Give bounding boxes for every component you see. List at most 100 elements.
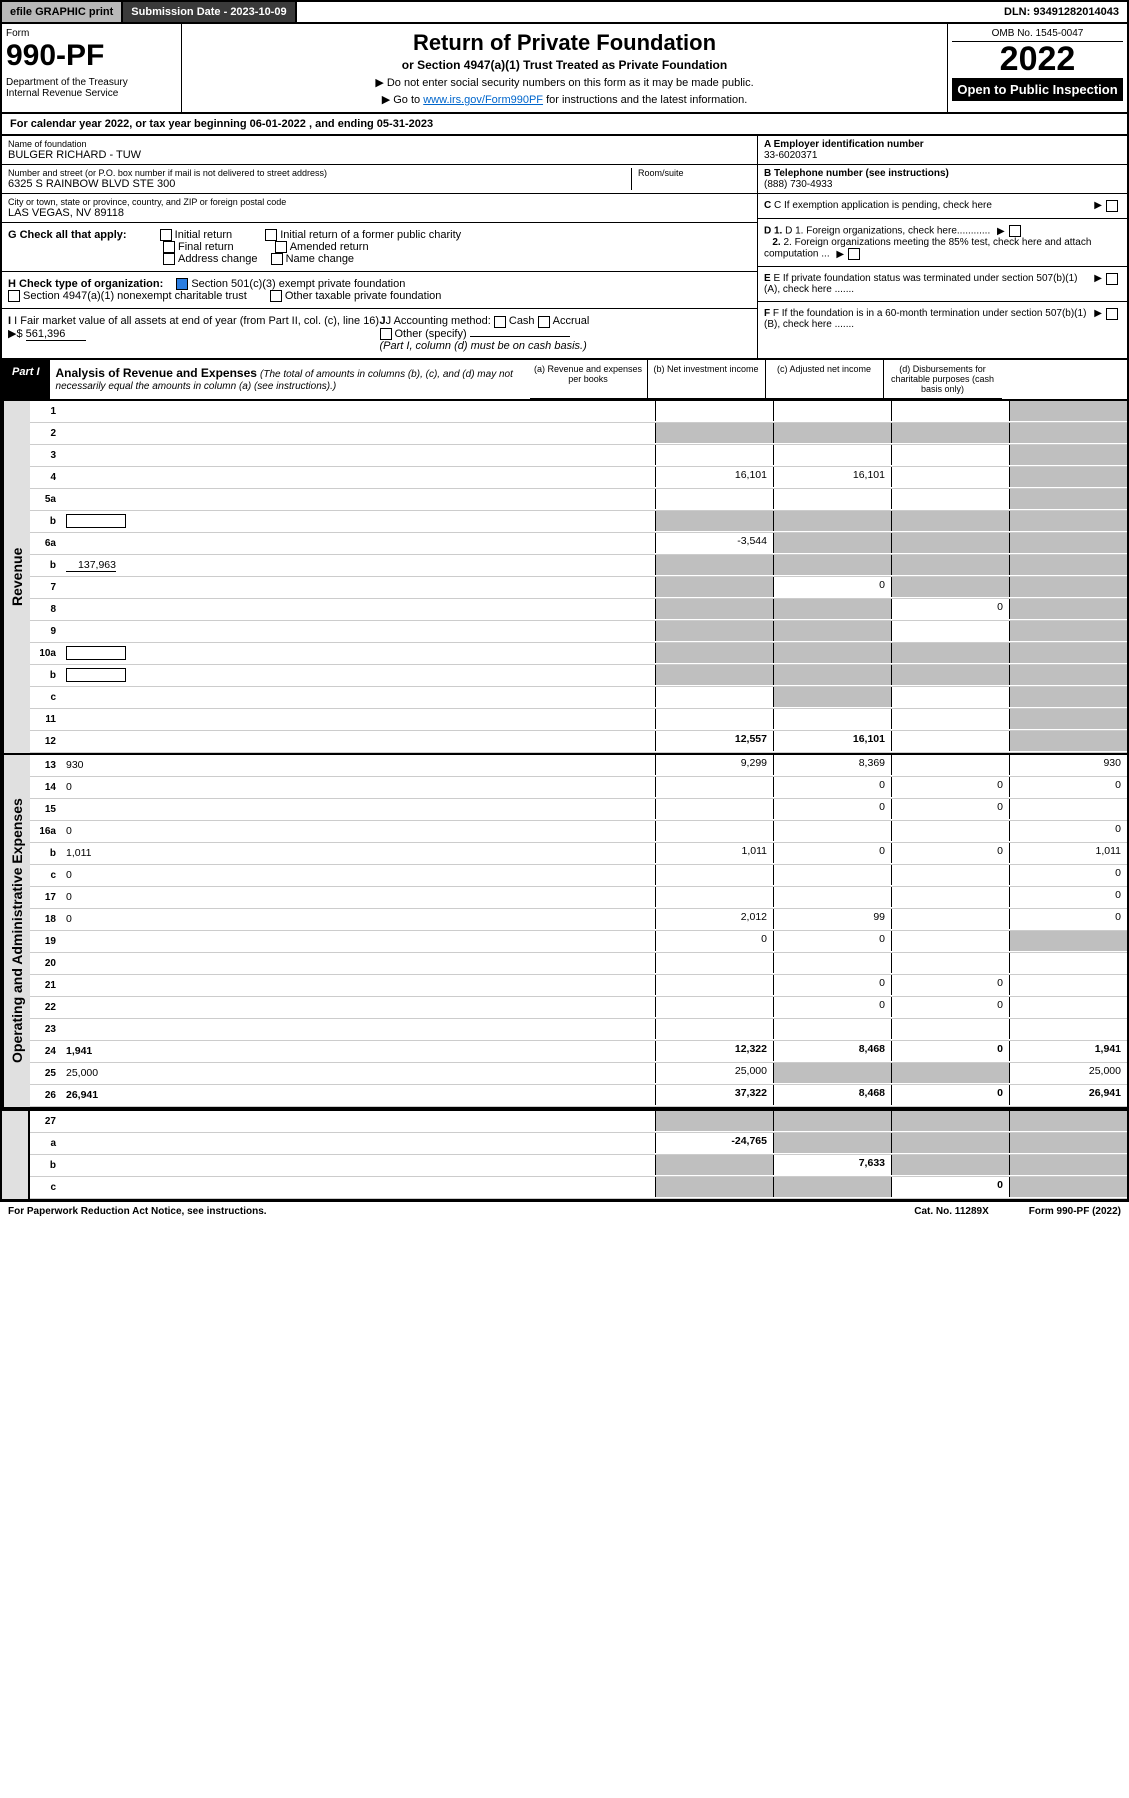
cell-d	[1009, 1111, 1127, 1131]
cell-a	[655, 865, 773, 885]
address-row: Number and street (or P.O. box number if…	[2, 165, 757, 194]
form-title: Return of Private Foundation	[188, 30, 941, 56]
cell-c: 0	[891, 599, 1009, 619]
table-row: 20	[30, 953, 1127, 975]
part1-tag: Part I	[2, 360, 50, 399]
chk-d2[interactable]	[848, 248, 860, 260]
cell-b	[773, 1019, 891, 1039]
cell-d	[1009, 953, 1127, 973]
chk-f[interactable]	[1106, 308, 1118, 320]
phone: (888) 730-4933	[764, 179, 832, 190]
topbar: efile GRAPHIC print Submission Date - 20…	[0, 0, 1129, 24]
line-number: 5a	[30, 494, 62, 505]
chk-other-taxable[interactable]	[270, 290, 282, 302]
col-d: (d) Disbursements for charitable purpose…	[884, 360, 1002, 399]
chk-final[interactable]	[163, 241, 175, 253]
cell-c	[891, 621, 1009, 641]
submission-date: Submission Date - 2023-10-09	[123, 2, 296, 22]
line-number: 21	[30, 980, 62, 991]
form-label: Form	[6, 28, 177, 39]
cell-b	[773, 1063, 891, 1083]
line-number: 14	[30, 782, 62, 793]
chk-501c3[interactable]	[176, 278, 188, 290]
info-left: Name of foundation BULGER RICHARD - TUW …	[2, 136, 757, 358]
cell-d: 25,000	[1009, 1063, 1127, 1083]
page-footer: For Paperwork Reduction Act Notice, see …	[0, 1201, 1129, 1221]
cell-a: 9,299	[655, 755, 773, 775]
cell-d	[1009, 1019, 1127, 1039]
cell-b: 0	[773, 799, 891, 819]
line-number: c	[30, 870, 62, 881]
chk-amended[interactable]	[275, 241, 287, 253]
footer-left: For Paperwork Reduction Act Notice, see …	[8, 1206, 267, 1217]
phone-row: B Telephone number (see instructions) (8…	[758, 165, 1127, 194]
cell-a	[655, 401, 773, 421]
cell-d	[1009, 709, 1127, 729]
footer-right: Form 990-PF (2022)	[1029, 1206, 1121, 1217]
cell-c: 0	[891, 777, 1009, 797]
cell-b	[773, 511, 891, 531]
chk-initial-former[interactable]	[265, 229, 277, 241]
cell-d	[1009, 467, 1127, 487]
line-number: b	[30, 560, 62, 571]
chk-cash[interactable]	[494, 316, 506, 328]
cell-b	[773, 953, 891, 973]
table-row: 10a	[30, 643, 1127, 665]
cell-b	[773, 1111, 891, 1131]
table-row: 1212,55716,101	[30, 731, 1127, 753]
note-ssn: ▶ Do not enter social security numbers o…	[188, 76, 941, 89]
chk-c[interactable]	[1106, 200, 1118, 212]
cell-b: 16,101	[773, 731, 891, 751]
line-number: 16a	[30, 826, 62, 837]
line-number: b	[30, 848, 62, 859]
line-desc	[62, 453, 655, 457]
revenue-table: Revenue 123416,10116,1015ab 6a-3,544b 13…	[0, 401, 1129, 755]
city: LAS VEGAS, NV 89118	[8, 207, 751, 219]
cell-a: 37,322	[655, 1085, 773, 1105]
chk-other-acct[interactable]	[380, 328, 392, 340]
line-desc	[62, 961, 655, 965]
line-desc: 25,000	[62, 1065, 655, 1081]
table-row: a-24,765	[30, 1133, 1127, 1155]
cell-b	[773, 821, 891, 841]
section-j: JJ Accounting method: Cash Accrual Other…	[380, 315, 752, 351]
chk-4947[interactable]	[8, 290, 20, 302]
cell-c: 0	[891, 799, 1009, 819]
cell-c	[891, 821, 1009, 841]
cell-c	[891, 1063, 1009, 1083]
open-public: Open to Public Inspection	[952, 78, 1123, 101]
note-url: ▶ Go to www.irs.gov/Form990PF for instru…	[188, 93, 941, 106]
cell-c	[891, 953, 1009, 973]
chk-accrual[interactable]	[538, 316, 550, 328]
line-number: 27	[30, 1116, 62, 1127]
line-desc	[62, 541, 655, 545]
cell-d: 0	[1009, 821, 1127, 841]
chk-addr-change[interactable]	[163, 253, 175, 265]
line-number: 19	[30, 936, 62, 947]
box-d: D 1. D 1. Foreign organizations, check h…	[758, 219, 1127, 267]
line-desc	[62, 739, 655, 743]
cell-b	[773, 423, 891, 443]
cell-d	[1009, 975, 1127, 995]
cell-a: 25,000	[655, 1063, 773, 1083]
line-desc	[62, 585, 655, 589]
line-desc: 1,941	[62, 1043, 655, 1059]
cell-a: 12,322	[655, 1041, 773, 1061]
cell-a: -3,544	[655, 533, 773, 553]
fmv-value: 561,396	[26, 328, 86, 341]
ein-row: A Employer identification number 33-6020…	[758, 136, 1127, 165]
cell-b: 7,633	[773, 1155, 891, 1175]
table-row: 416,10116,101	[30, 467, 1127, 489]
chk-e[interactable]	[1106, 273, 1118, 285]
cell-a	[655, 1111, 773, 1131]
chk-name-change[interactable]	[271, 253, 283, 265]
chk-d1[interactable]	[1009, 225, 1021, 237]
cell-a: 2,012	[655, 909, 773, 929]
cell-b	[773, 665, 891, 685]
table-row: 1900	[30, 931, 1127, 953]
irs-link[interactable]: www.irs.gov/Form990PF	[423, 94, 543, 106]
cell-b	[773, 599, 891, 619]
chk-initial[interactable]	[160, 229, 172, 241]
cell-d	[1009, 445, 1127, 465]
header-left: Form 990-PF Department of the Treasury I…	[2, 24, 182, 112]
